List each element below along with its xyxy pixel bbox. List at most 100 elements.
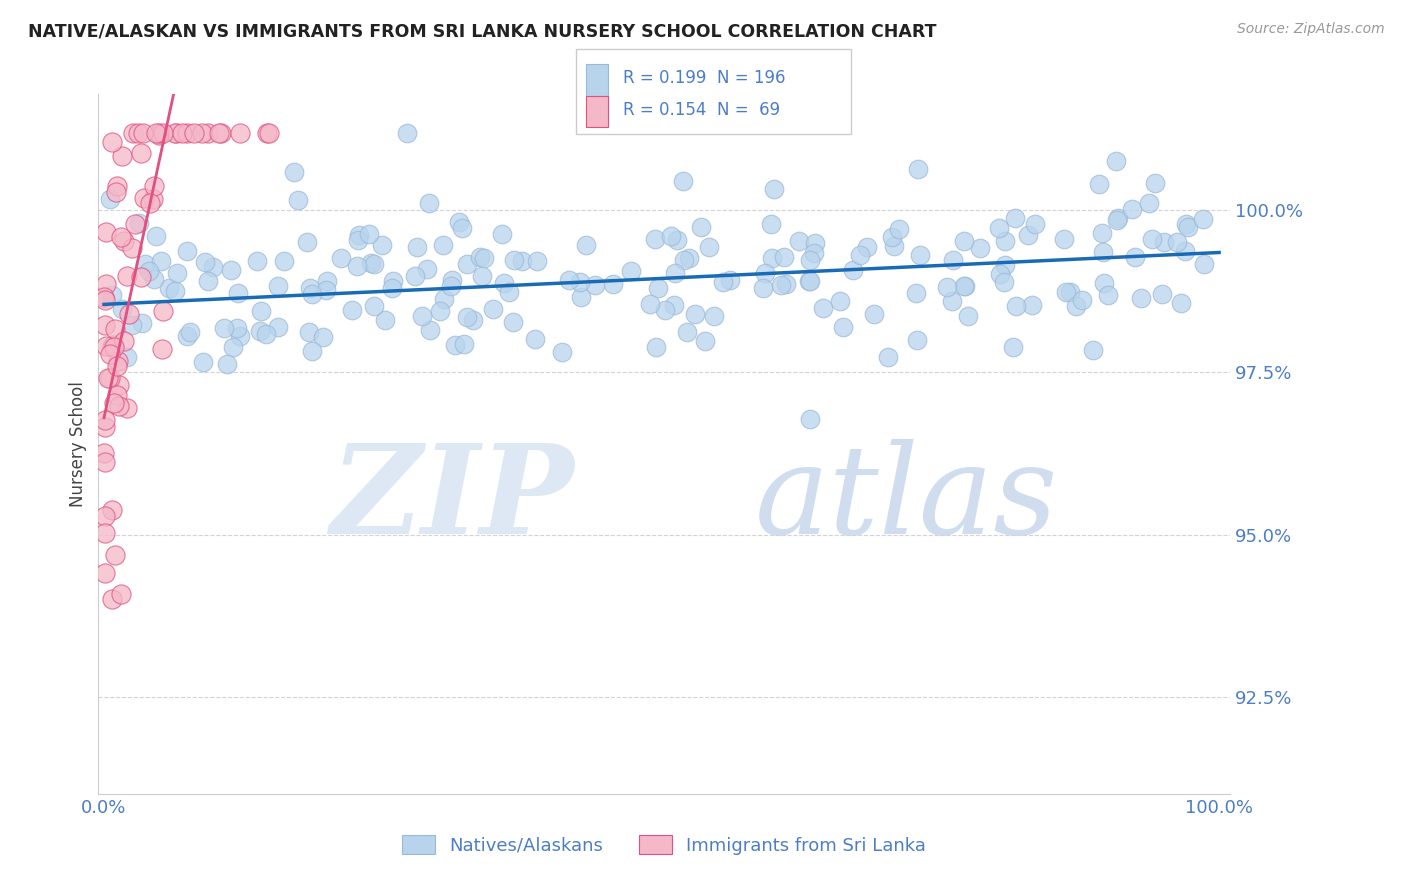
Point — [346, 259, 368, 273]
Point — [799, 411, 821, 425]
Point — [1107, 211, 1129, 226]
Point — [406, 239, 429, 253]
Point — [94, 293, 117, 307]
Point — [763, 181, 786, 195]
Point — [453, 336, 475, 351]
Point — [1137, 196, 1160, 211]
Point — [114, 234, 136, 248]
Point — [447, 215, 470, 229]
Text: N =  69: N = 69 — [717, 101, 780, 119]
Point — [183, 126, 205, 140]
Point — [267, 320, 290, 334]
Point — [97, 371, 120, 385]
Point — [1017, 228, 1039, 243]
Point — [93, 446, 115, 460]
Point — [363, 300, 385, 314]
Point — [666, 233, 689, 247]
Point — [404, 268, 426, 283]
Point — [492, 276, 515, 290]
Point — [165, 126, 187, 140]
Point — [1105, 213, 1128, 227]
Point — [787, 234, 810, 248]
Point — [503, 253, 526, 268]
Point — [619, 264, 641, 278]
Point — [828, 293, 851, 308]
Point — [1166, 235, 1188, 249]
Point — [148, 126, 170, 140]
Point — [163, 285, 186, 299]
Point — [1153, 235, 1175, 249]
Point — [1105, 153, 1128, 168]
Point — [993, 276, 1015, 290]
Point — [856, 240, 879, 254]
Point — [429, 304, 451, 318]
Point — [1088, 177, 1111, 191]
Point — [287, 194, 309, 208]
Point — [143, 178, 166, 193]
Point — [103, 340, 125, 354]
Point — [644, 232, 666, 246]
Point — [443, 338, 465, 352]
Point — [101, 136, 124, 150]
Point — [165, 126, 187, 140]
Point — [226, 321, 249, 335]
Point — [1092, 244, 1115, 259]
Point — [179, 326, 201, 340]
Point — [472, 252, 495, 266]
Point — [502, 315, 524, 329]
Point — [1140, 232, 1163, 246]
Point — [671, 174, 693, 188]
Point — [1002, 340, 1025, 354]
Point — [117, 269, 139, 284]
Point — [201, 260, 224, 274]
Point — [848, 247, 870, 261]
Point — [254, 327, 277, 342]
Point — [134, 257, 156, 271]
Point — [301, 286, 323, 301]
Point — [176, 126, 198, 140]
Point — [340, 303, 363, 318]
Point — [935, 280, 957, 294]
Text: R = 0.154: R = 0.154 — [623, 101, 706, 119]
Point — [110, 587, 132, 601]
Point — [229, 329, 252, 343]
Point — [273, 253, 295, 268]
Point — [229, 126, 252, 140]
Point — [664, 267, 686, 281]
Point — [209, 126, 232, 140]
Point — [775, 277, 797, 291]
Point — [761, 251, 783, 265]
Point — [1094, 277, 1116, 291]
Point — [1024, 217, 1046, 231]
Point — [131, 316, 153, 330]
Point — [246, 254, 269, 268]
Point — [250, 304, 273, 318]
Point — [360, 256, 382, 270]
Point — [98, 192, 121, 206]
Point — [347, 227, 370, 242]
Point — [128, 216, 150, 230]
Point — [770, 277, 793, 292]
Point — [105, 185, 128, 199]
Point — [695, 334, 717, 349]
Point — [450, 221, 472, 235]
Point — [432, 238, 454, 252]
Point — [718, 273, 741, 287]
Point — [1004, 211, 1026, 225]
Point — [395, 126, 418, 140]
Point — [101, 592, 124, 607]
Point — [569, 290, 592, 304]
Point — [299, 281, 322, 295]
Point — [969, 241, 991, 255]
Point — [877, 350, 900, 364]
Point — [418, 196, 440, 211]
Point — [953, 278, 976, 293]
Point — [129, 269, 152, 284]
Point — [440, 273, 463, 287]
Point — [194, 255, 217, 269]
Point — [842, 263, 865, 277]
Point — [1021, 298, 1043, 312]
Point — [526, 253, 548, 268]
Point — [131, 126, 153, 140]
Point — [690, 219, 713, 234]
